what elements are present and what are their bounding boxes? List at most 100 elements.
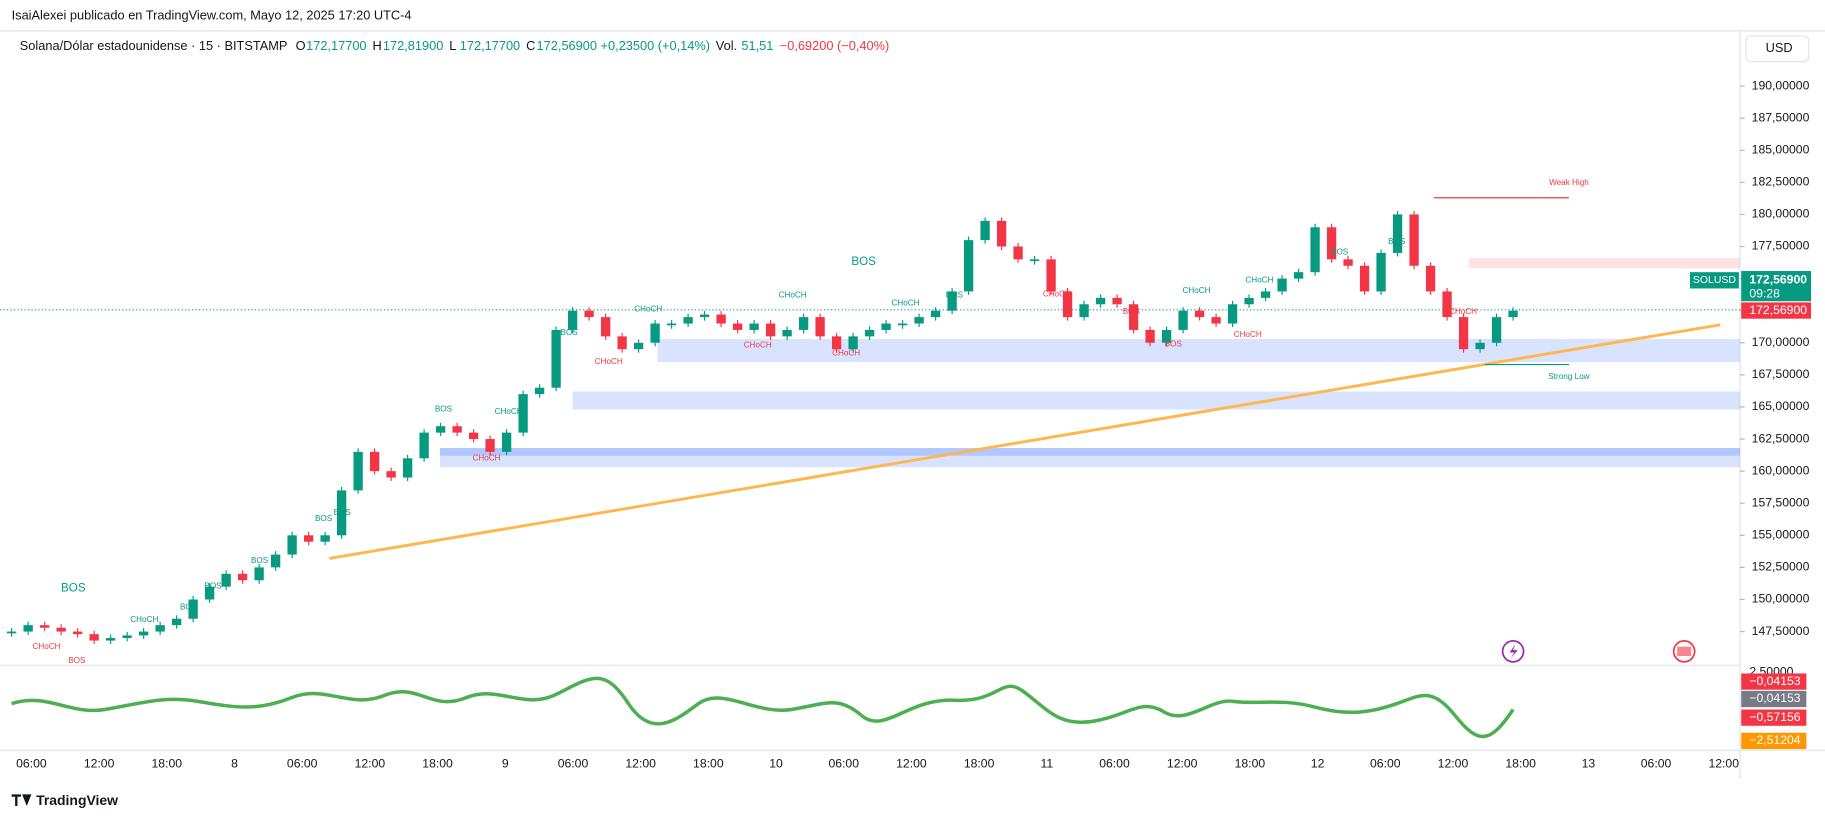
annotation: CHoCH (634, 305, 662, 314)
ohlc-value: 172,17700 (460, 38, 520, 53)
annotation: BOS (851, 255, 876, 268)
trendline (329, 323, 1721, 560)
osc-label: −0,04153 (1749, 674, 1800, 688)
x-tick-label: 12:00 (1708, 756, 1739, 770)
annotation: CHoCH (495, 407, 523, 416)
candle (320, 535, 330, 542)
ohlc-value: 172,56900 (537, 38, 597, 53)
oscillator-wave (11, 676, 1515, 739)
divider (0, 30, 1825, 32)
candle (23, 625, 33, 632)
candle (765, 323, 776, 337)
last-price: 172,56900 (1749, 273, 1807, 287)
annotation: BOS (251, 556, 269, 565)
candle (914, 317, 924, 324)
x-tick-label: 12:00 (1167, 756, 1198, 770)
candle (1425, 265, 1436, 292)
candle (501, 432, 512, 452)
x-tick-label: 8 (231, 756, 238, 770)
x-tick-label: 10 (769, 756, 783, 770)
candle (1310, 227, 1320, 273)
candle (864, 329, 875, 337)
y-tick-label: 150,00000 (1752, 592, 1810, 606)
candle (716, 314, 726, 324)
currency[interactable]: USD (1766, 40, 1793, 55)
annotation: BOS (1165, 339, 1183, 348)
candle (105, 637, 116, 641)
osc-label-box (1741, 709, 1807, 726)
candle (749, 323, 759, 330)
candle (1442, 291, 1452, 318)
osc-label-box (1741, 732, 1807, 750)
candle (897, 323, 908, 326)
x-tick-label: 06:00 (287, 756, 318, 770)
brand: TradingView (36, 792, 118, 808)
y-tick-label: 170,00000 (1752, 335, 1810, 349)
x-tick-label: 12:00 (896, 756, 927, 770)
annotation: CHoCH (33, 642, 61, 651)
candle (1029, 259, 1040, 262)
y-tick-label: 177,50000 (1752, 239, 1810, 253)
candle (798, 317, 809, 330)
currency-button[interactable] (1745, 35, 1810, 63)
ohlc-key: O (296, 38, 306, 53)
x-tick-label: 12:00 (84, 756, 115, 770)
x-tick-label: 18:00 (422, 756, 453, 770)
candle (1376, 252, 1386, 292)
x-tick-label: 06:00 (1099, 756, 1130, 770)
y-tick-label: 182,50000 (1752, 175, 1810, 189)
y-tick-label: 180,00000 (1752, 207, 1810, 221)
osc-label-box (1741, 690, 1807, 708)
candle (1079, 304, 1089, 318)
candle (650, 323, 660, 343)
symbol: Solana/Dólar estadounidense · 15 · BITST… (20, 38, 288, 53)
annotation: BOS (61, 582, 86, 595)
x-tick-label: 12:00 (625, 756, 656, 770)
x-tick-label: 18:00 (1235, 756, 1266, 770)
annotation: BOS (68, 656, 86, 665)
candle (1409, 214, 1419, 266)
candle (633, 342, 644, 350)
ohlc-value: 172,17700 (306, 38, 366, 53)
event-icon-bolt (1509, 644, 1518, 659)
x-tick-label: 06:00 (1641, 756, 1672, 770)
candle (254, 567, 264, 581)
candle (782, 329, 792, 337)
candle (1013, 246, 1023, 260)
x-tick-label: 18:00 (964, 756, 995, 770)
ohlc-key: L (449, 38, 456, 53)
annotation: BOS (334, 508, 352, 517)
candle (732, 323, 743, 330)
y-tick-label: 187,50000 (1752, 110, 1810, 124)
x-tick-label: 18:00 (152, 756, 183, 770)
candle (1293, 272, 1304, 279)
annotation: BOS (204, 581, 222, 590)
candle (1392, 214, 1403, 253)
osc-label: −0,04153 (1749, 691, 1800, 705)
annotation: CHoCH (1449, 307, 1477, 316)
candle (1227, 304, 1238, 324)
annotation: BOS (946, 291, 964, 300)
annotation: CHoCH (595, 357, 623, 366)
candle (485, 439, 495, 452)
annotation: CHoCH (779, 291, 807, 300)
x-tick-label: 13 (1582, 756, 1596, 770)
annotation: CHoCH (1043, 289, 1071, 298)
candle (666, 323, 677, 326)
annotation: CHoCH (1182, 286, 1210, 295)
annotation: BOS (561, 328, 579, 337)
candle (237, 573, 248, 581)
candle (39, 625, 50, 628)
candle (518, 394, 528, 433)
candle (1145, 329, 1155, 343)
brand-logo (11, 794, 32, 807)
y-tick-label: 157,50000 (1752, 495, 1810, 509)
candle (1244, 297, 1254, 305)
candle (815, 317, 825, 337)
ohlc-key: C (526, 38, 535, 53)
osc-label-box (1741, 673, 1807, 690)
candle (930, 310, 941, 318)
candle (534, 387, 545, 395)
volume-label: Vol. (716, 38, 737, 53)
